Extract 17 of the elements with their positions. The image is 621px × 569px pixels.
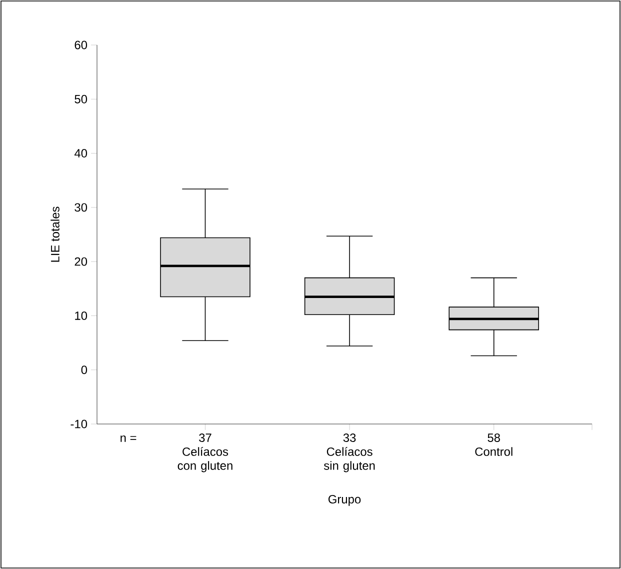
y-tick-label: 60 (74, 40, 88, 50)
x-axis-title: Grupo (328, 495, 361, 506)
x-tick-label: Celíacos con gluten (178, 446, 232, 472)
y-axis-title: LIE totales (50, 206, 60, 262)
x-tick-label: Control (475, 447, 512, 456)
y-tick-label: 20 (74, 257, 88, 266)
y-tick-label: 50 (74, 94, 88, 104)
x-tick-label: Celíacos sin gluten (324, 446, 375, 472)
y-tick-label: 10 (75, 311, 88, 320)
y-tick-label: 30 (74, 203, 88, 212)
text: 58 (488, 434, 500, 442)
y-tick-label: -10 (70, 420, 88, 428)
text: 37 (199, 434, 212, 442)
y-tick-label: 0 (81, 366, 88, 374)
text: n = (120, 435, 136, 442)
text: 33 (343, 434, 356, 442)
y-tick-label: 40 (74, 149, 88, 158)
